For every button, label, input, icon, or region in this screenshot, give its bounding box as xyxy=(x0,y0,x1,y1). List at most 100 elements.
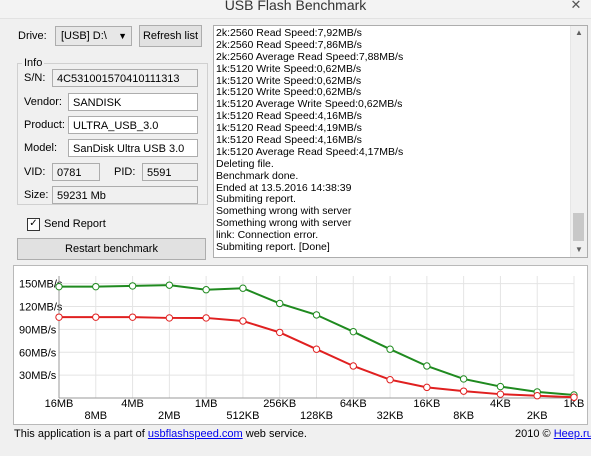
x-tick-label: 128KB xyxy=(300,410,333,422)
x-tick-label: 8KB xyxy=(453,410,474,422)
close-icon[interactable]: ✕ xyxy=(570,0,582,12)
scroll-down-icon[interactable]: ▼ xyxy=(575,245,583,254)
log-line: link: Connection error. xyxy=(216,229,319,242)
size-field[interactable]: 59231 Mb xyxy=(52,186,198,204)
log-scrollbar[interactable]: ▲ ▼ xyxy=(570,26,587,257)
data-point xyxy=(386,376,394,384)
data-point xyxy=(533,392,541,400)
copyright-year: 2010 xyxy=(515,428,540,440)
data-point xyxy=(312,311,321,319)
pid-field[interactable]: 5591 xyxy=(142,163,198,181)
info-group-title: Info xyxy=(22,57,45,69)
log-line: Submiting report. [Done] xyxy=(216,241,330,254)
title-bar: USB Flash Benchmark ✕ xyxy=(0,0,591,19)
log-line: Ended at 13.5.2016 14:38:39 xyxy=(216,181,352,194)
y-tick-label: 60MB/s xyxy=(19,347,57,359)
data-point xyxy=(239,317,247,325)
refresh-list-button[interactable]: Refresh list xyxy=(139,25,202,47)
size-label: Size: xyxy=(24,189,49,201)
log-line: 1k:5120 Write Speed:0,62MB/s xyxy=(216,62,362,75)
data-point xyxy=(165,314,174,322)
x-tick-label: 8MB xyxy=(84,410,107,422)
restart-benchmark-button[interactable]: Restart benchmark xyxy=(17,238,206,260)
log-lines: 2k:2560 Read Speed:7,92MB/s 2k:2560 Read … xyxy=(216,27,403,253)
log-textarea[interactable]: 2k:2560 Read Speed:7,92MB/s 2k:2560 Read … xyxy=(213,25,588,258)
x-tick-label: 16MB xyxy=(45,398,74,410)
data-point xyxy=(92,313,100,321)
log-line: 1k:5120 Read Speed:4,16MB/s xyxy=(216,110,362,123)
data-point xyxy=(276,299,284,308)
data-point xyxy=(312,345,321,353)
data-point xyxy=(276,328,284,337)
log-line: Something wrong with server xyxy=(216,205,352,218)
log-line: 2k:2560 Read Speed:7,86MB/s xyxy=(216,38,362,51)
data-point xyxy=(423,383,431,392)
send-report-checkbox[interactable]: ✓ xyxy=(27,218,40,231)
x-tick-label: 512KB xyxy=(226,410,259,422)
pid-label: PID: xyxy=(114,166,136,178)
window-title: USB Flash Benchmark xyxy=(224,0,367,13)
x-tick-label: 4KB xyxy=(490,398,511,410)
product-label: Product: xyxy=(24,119,65,131)
log-line: Deleting file. xyxy=(216,157,274,170)
y-tick-label: 150MB/s xyxy=(19,279,63,291)
data-point xyxy=(128,313,137,321)
copyright-sep: © xyxy=(539,428,554,440)
footer-text: This application is a part of usbflashsp… xyxy=(14,428,307,440)
scroll-up-icon[interactable]: ▲ xyxy=(575,28,583,37)
x-tick-label: 1MB xyxy=(195,398,218,410)
sn-field[interactable]: 4C531001570410111313 xyxy=(52,69,198,87)
data-point xyxy=(202,314,210,322)
model-field[interactable]: SanDisk Ultra USB 3.0 xyxy=(68,139,198,157)
data-point xyxy=(386,345,394,353)
vendor-field[interactable]: SANDISK xyxy=(68,93,198,111)
drive-select[interactable]: [USB] D:\ ▼ xyxy=(55,26,132,46)
chart-panel: 150MB/s 120MB/s 90MB/s 60MB/s 30MB/s 16MB 8MB 4… xyxy=(13,265,588,425)
log-line: Submiting report. xyxy=(216,193,296,206)
footer-link[interactable]: usbflashspeed.com xyxy=(147,428,243,440)
footer-prefix: This application is a part of xyxy=(14,428,148,440)
data-point xyxy=(423,362,431,370)
x-tick-label: 2KB xyxy=(527,410,548,422)
log-line: Something wrong with server xyxy=(216,217,352,230)
product-field[interactable]: ULTRA_USB_3.0 xyxy=(68,116,198,134)
data-point xyxy=(349,327,357,336)
log-line: 1k:5120 Average Read Speed:4,17MB/s xyxy=(216,145,404,158)
x-tick-label: 32KB xyxy=(377,410,404,422)
data-point xyxy=(496,390,505,398)
data-point xyxy=(165,281,174,289)
vendor-label: Vendor: xyxy=(24,96,62,108)
data-point xyxy=(459,387,468,395)
log-line: 1k:5120 Write Speed:0,62MB/s xyxy=(216,86,362,99)
x-tick-label: 64KB xyxy=(340,398,367,410)
y-tick-label: 90MB/s xyxy=(19,324,57,336)
data-point xyxy=(570,393,578,401)
log-line: 2k:2560 Average Read Speed:7,88MB/s xyxy=(216,50,404,63)
log-line: 1k:5120 Read Speed:4,16MB/s xyxy=(216,134,362,147)
vid-label: VID: xyxy=(24,166,46,178)
model-label: Model: xyxy=(24,142,58,154)
log-line: 1k:5120 Read Speed:4,19MB/s xyxy=(216,122,362,135)
data-point xyxy=(496,382,505,391)
x-tick-label: 4MB xyxy=(121,398,144,410)
speed-chart: 150MB/s 120MB/s 90MB/s 60MB/s 30MB/s 16MB 8MB 4… xyxy=(19,276,585,422)
x-tick-label: 16KB xyxy=(413,398,440,410)
x-tick-label: 1KB xyxy=(564,398,585,410)
footer-suffix: web service. xyxy=(242,428,307,440)
vid-field[interactable]: 0781 xyxy=(52,163,100,181)
data-point xyxy=(55,282,63,291)
data-point xyxy=(459,375,468,383)
scroll-thumb[interactable] xyxy=(573,213,584,241)
log-line: 2k:2560 Read Speed:7,92MB/s xyxy=(216,27,362,39)
data-point xyxy=(239,284,247,292)
x-tick-label: 256KB xyxy=(263,398,296,410)
data-point xyxy=(349,362,357,370)
chevron-down-icon: ▼ xyxy=(118,31,127,41)
copyright-link[interactable]: Heep.ru xyxy=(553,428,591,440)
send-report-label: Send Report xyxy=(44,218,106,230)
copyright: 2010 © Heep.ru xyxy=(515,428,591,440)
log-line: Benchmark done. xyxy=(216,169,299,182)
drive-select-value: [USB] D:\ xyxy=(61,30,107,42)
data-point xyxy=(128,282,137,290)
sn-label: S/N: xyxy=(24,72,46,84)
